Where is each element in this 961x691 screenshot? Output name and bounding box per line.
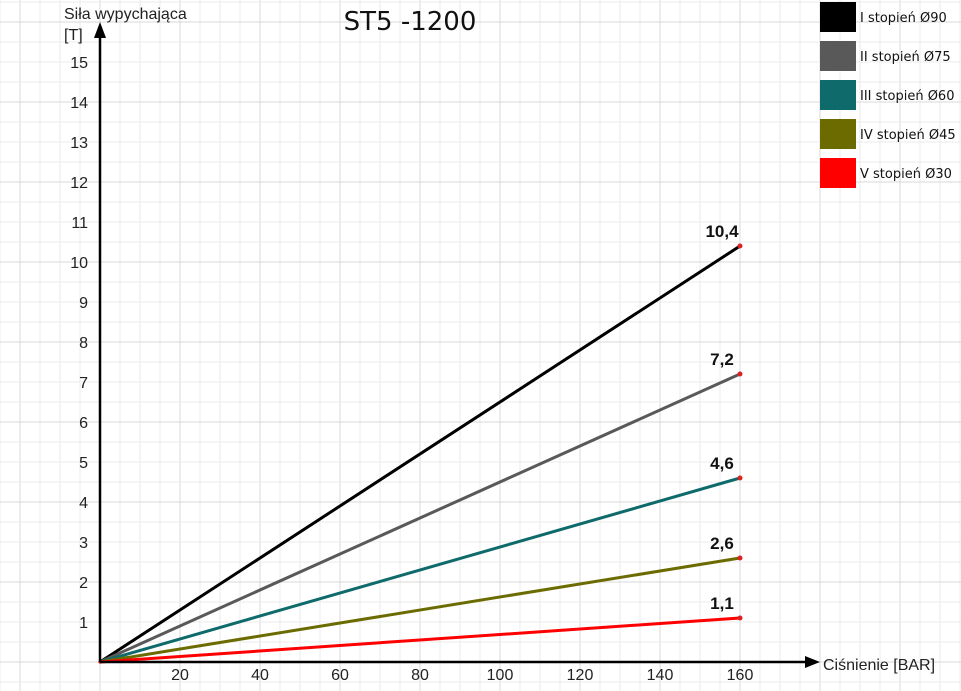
data-label-4: 2,6 xyxy=(710,534,734,553)
chart-title: ST5 -1200 xyxy=(344,7,477,37)
data-labels: 10,4 7,2 4,6 2,6 1,1 xyxy=(705,222,739,613)
legend-label-4: IV stopień Ø45 xyxy=(860,128,956,143)
y-tick-label: 8 xyxy=(79,335,88,352)
y-tick-label: 2 xyxy=(79,575,88,592)
legend: I stopień Ø90 II stopień Ø75 III stopień Ø… xyxy=(820,2,956,188)
y-tick-label: 3 xyxy=(79,535,88,552)
y-axis-title-line1: Siła wypychająca xyxy=(64,6,187,23)
end-markers xyxy=(737,243,743,621)
data-label-2: 7,2 xyxy=(710,350,734,369)
legend-label-3: III stopień Ø60 xyxy=(860,89,954,104)
data-label-5: 1,1 xyxy=(710,594,734,613)
legend-swatch-3 xyxy=(820,80,856,110)
x-tick-label: 100 xyxy=(487,667,514,684)
tick-labels: 20 40 60 80 100 120 140 16012345678910111213141… xyxy=(70,55,753,684)
x-tick-label: 120 xyxy=(567,667,594,684)
series-line-1 xyxy=(98,244,742,664)
x-tick-label: 80 xyxy=(411,667,429,684)
series-line-2 xyxy=(98,372,742,664)
y-tick-label: 6 xyxy=(79,415,88,432)
legend-label-2: II stopień Ø75 xyxy=(860,50,951,65)
series-line-4 xyxy=(98,556,742,664)
y-tick-label: 11 xyxy=(71,215,88,232)
x-tick-label: 40 xyxy=(251,667,269,684)
legend-swatch-4 xyxy=(820,119,856,149)
data-label-1: 10,4 xyxy=(705,222,739,241)
y-tick-label: 14 xyxy=(70,95,88,112)
x-tick-label: 140 xyxy=(647,667,674,684)
x-tick-label: 20 xyxy=(171,667,189,684)
y-tick-label: 5 xyxy=(79,455,88,472)
data-label-3: 4,6 xyxy=(710,454,734,473)
y-axis-arrow xyxy=(94,22,106,38)
x-tick-label: 160 xyxy=(727,667,754,684)
series-line-3 xyxy=(98,476,742,664)
x-axis-title: Ciśnienie [BAR] xyxy=(823,657,935,674)
legend-swatch-2 xyxy=(820,41,856,71)
legend-swatch-5 xyxy=(820,158,856,188)
end-marker-4 xyxy=(737,555,743,561)
legend-swatch-1 xyxy=(820,2,856,32)
y-tick-label: 15 xyxy=(70,55,88,72)
y-tick-label: 9 xyxy=(79,295,88,312)
y-tick-label: 12 xyxy=(70,175,88,192)
x-axis-arrow xyxy=(805,656,820,668)
y-tick-label: 13 xyxy=(70,135,88,152)
legend-label-5: V stopień Ø30 xyxy=(860,167,952,182)
axes xyxy=(94,22,820,668)
end-marker-3 xyxy=(737,475,743,481)
y-tick-label: 7 xyxy=(79,375,88,392)
y-tick-label: 4 xyxy=(79,495,88,512)
y-tick-label: 1 xyxy=(79,615,88,632)
end-marker-1 xyxy=(737,243,743,249)
y-axis-title-line2: [T] xyxy=(64,27,83,44)
y-tick-label: 10 xyxy=(70,255,88,272)
end-marker-5 xyxy=(737,615,743,621)
legend-label-1: I stopień Ø90 xyxy=(860,11,947,26)
series-line-5 xyxy=(98,616,742,664)
end-marker-2 xyxy=(737,371,743,377)
series-lines xyxy=(98,244,742,664)
x-tick-label: 60 xyxy=(331,667,349,684)
